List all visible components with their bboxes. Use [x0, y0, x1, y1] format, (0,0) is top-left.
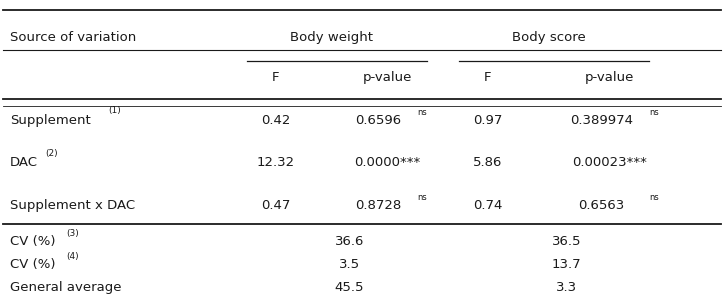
Text: 0.42: 0.42	[261, 113, 290, 127]
Text: 0.0000***: 0.0000***	[354, 157, 420, 170]
Text: 0.6563: 0.6563	[578, 199, 624, 212]
Text: Body weight: Body weight	[290, 31, 373, 44]
Text: CV (%): CV (%)	[10, 235, 56, 248]
Text: p-value: p-value	[363, 71, 412, 84]
Text: ns: ns	[649, 108, 659, 116]
Text: (4): (4)	[67, 252, 80, 261]
Text: (3): (3)	[67, 229, 80, 238]
Text: p-value: p-value	[585, 71, 634, 84]
Text: 0.47: 0.47	[261, 199, 290, 212]
Text: F: F	[484, 71, 492, 84]
Text: (2): (2)	[45, 149, 58, 158]
Text: 3.3: 3.3	[556, 281, 577, 294]
Text: 0.389974: 0.389974	[570, 113, 633, 127]
Text: DAC: DAC	[10, 157, 38, 170]
Text: 0.74: 0.74	[473, 199, 502, 212]
Text: 0.6596: 0.6596	[355, 113, 402, 127]
Text: 45.5: 45.5	[334, 281, 364, 294]
Text: Supplement x DAC: Supplement x DAC	[10, 199, 135, 212]
Text: ns: ns	[649, 193, 659, 202]
Text: 12.32: 12.32	[257, 157, 295, 170]
Text: 0.97: 0.97	[473, 113, 502, 127]
Text: ns: ns	[417, 108, 427, 116]
Text: ns: ns	[417, 193, 427, 202]
Text: Body score: Body score	[512, 31, 586, 44]
Text: 3.5: 3.5	[339, 258, 360, 271]
Text: 0.8728: 0.8728	[355, 199, 402, 212]
Text: (1): (1)	[109, 106, 121, 116]
Text: 5.86: 5.86	[473, 157, 502, 170]
Text: General average: General average	[10, 281, 122, 294]
Text: 36.5: 36.5	[552, 235, 581, 248]
Text: 0.00023***: 0.00023***	[573, 157, 647, 170]
Text: CV (%): CV (%)	[10, 258, 56, 271]
Text: Source of variation: Source of variation	[10, 31, 136, 44]
Text: 13.7: 13.7	[552, 258, 581, 271]
Text: 36.6: 36.6	[334, 235, 364, 248]
Text: Supplement: Supplement	[10, 113, 90, 127]
Text: F: F	[272, 71, 279, 84]
